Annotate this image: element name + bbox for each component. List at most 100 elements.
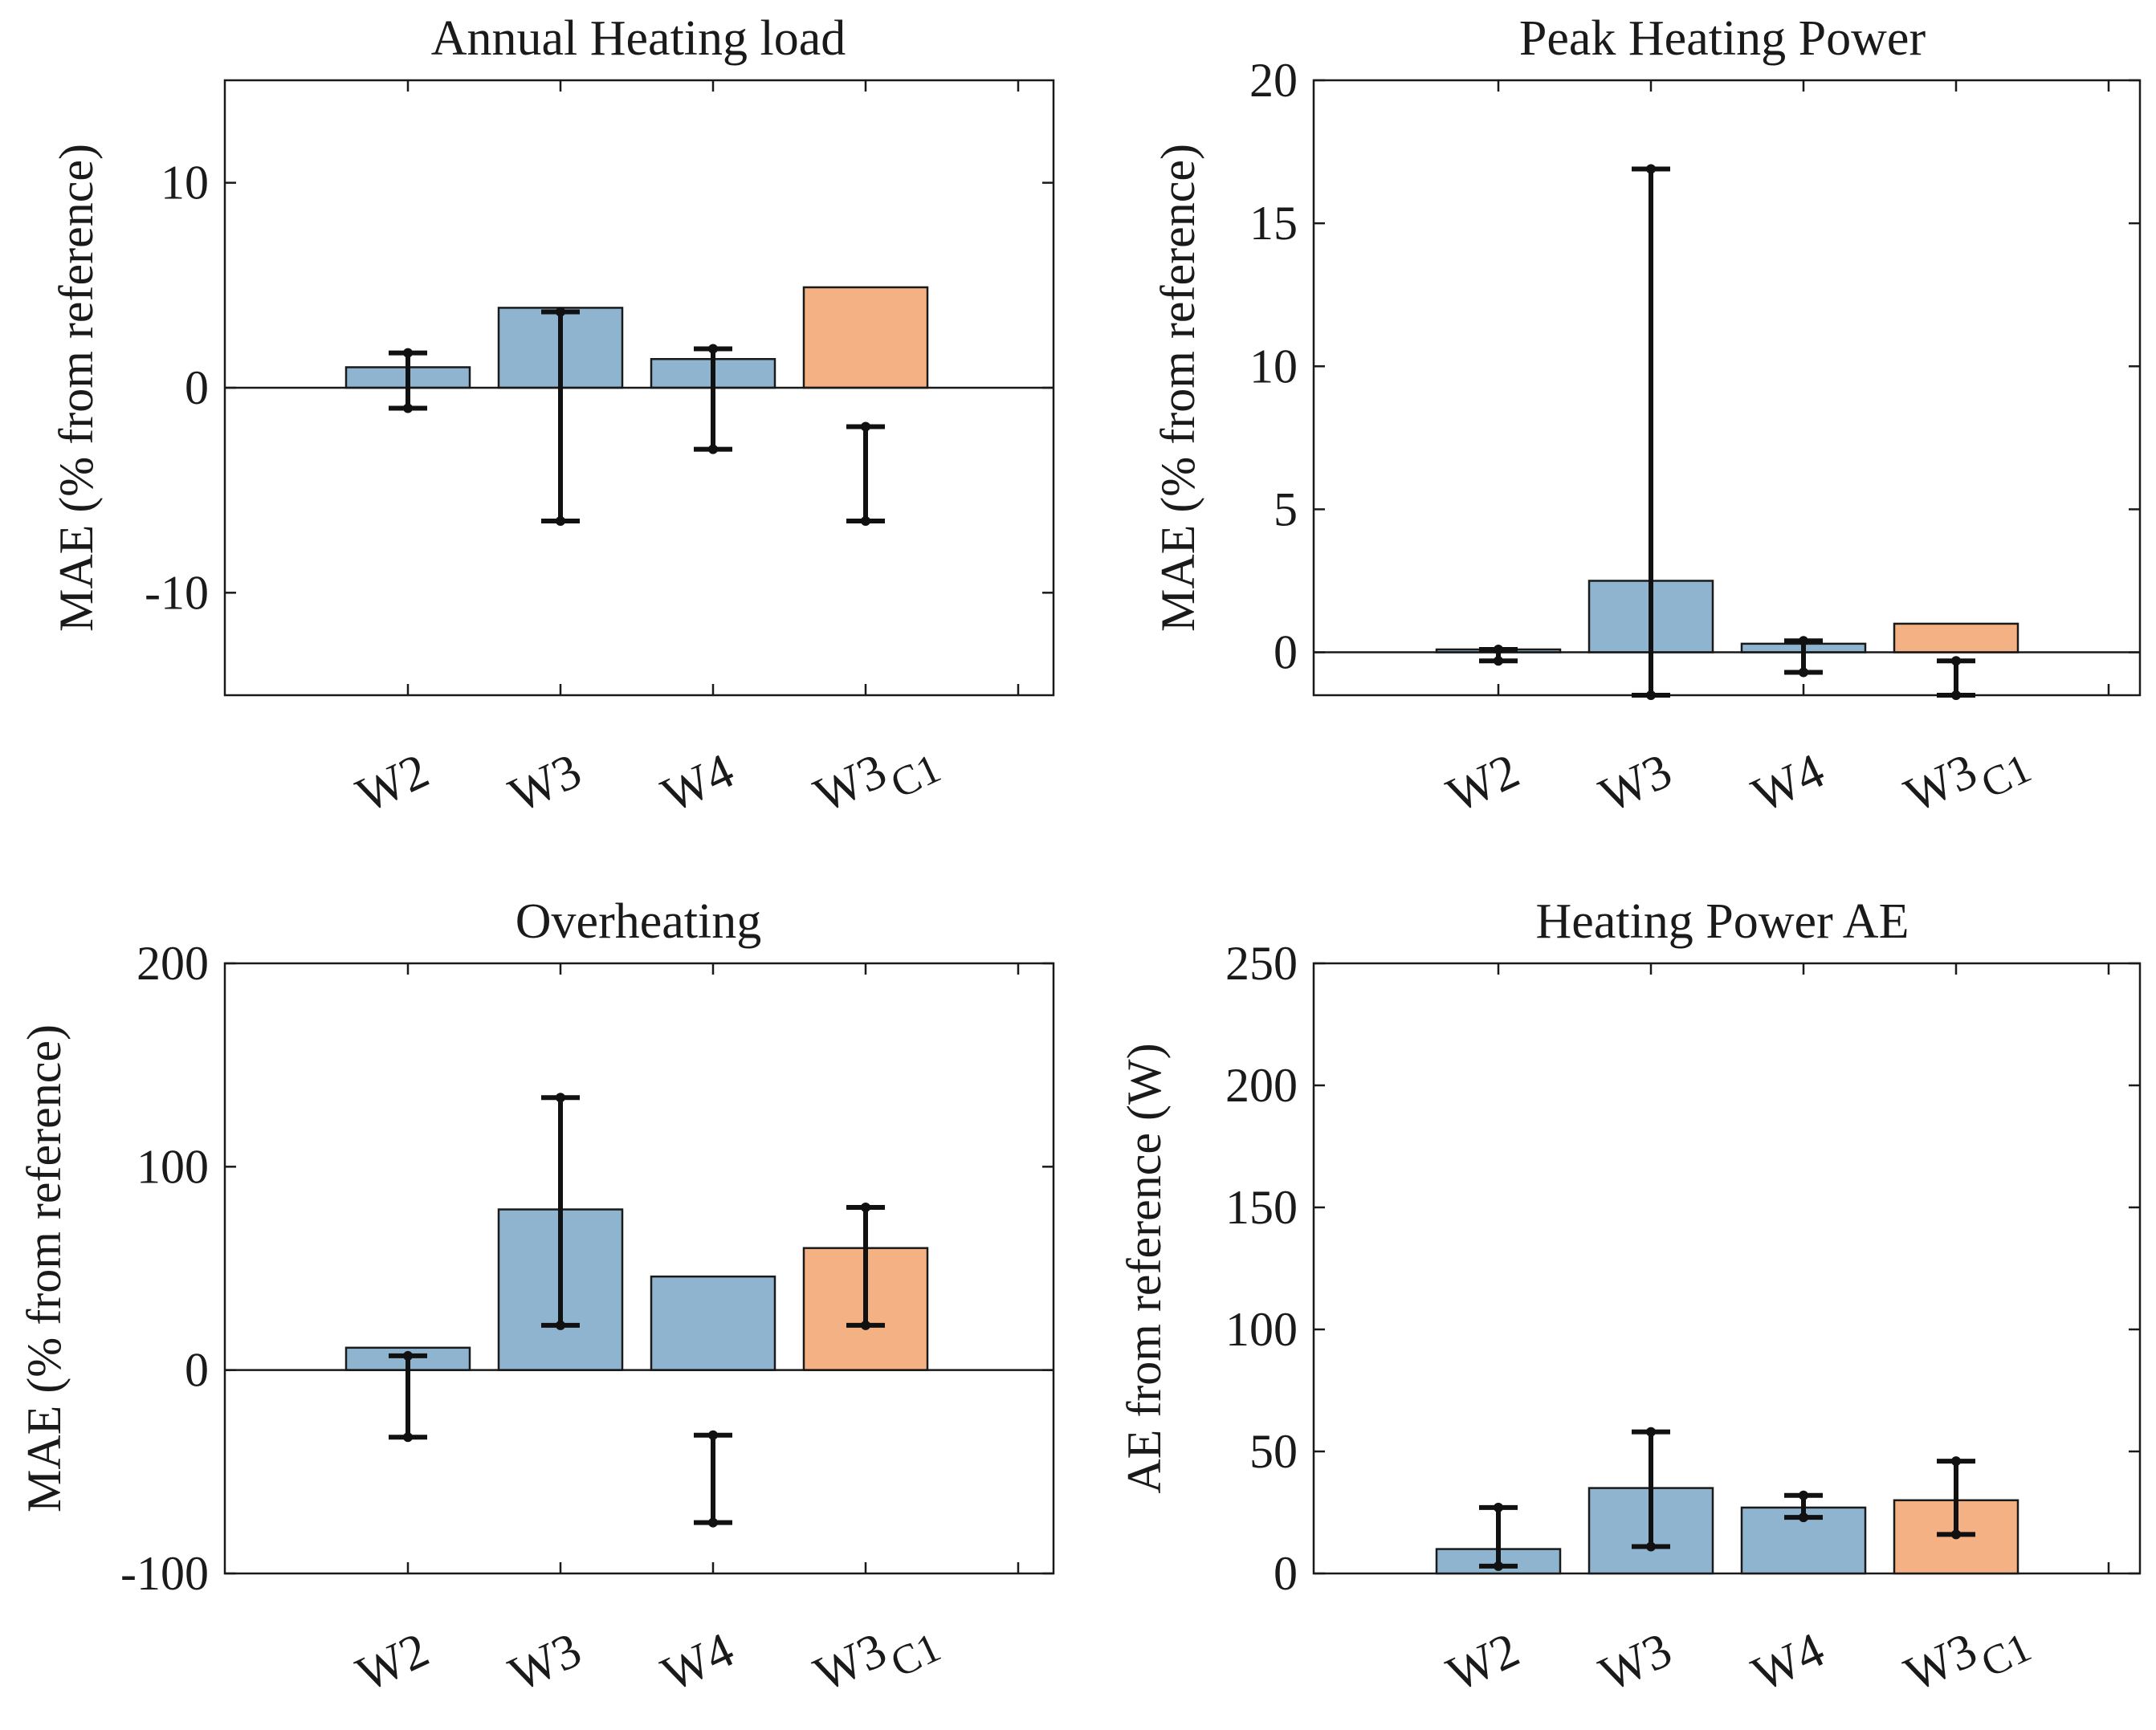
error-bar-dot [556,515,565,526]
error-bar-dot [403,1432,413,1443]
error-bar-dot [1951,1456,1961,1467]
error-bar-dot [861,1320,870,1330]
error-bar [846,421,885,526]
error-bar-dot [1494,1561,1503,1571]
x-tick-label: W4 [1744,1622,1832,1702]
x-tick-label: W3 [501,1622,589,1702]
error-bar [1632,1427,1670,1552]
error-bar [694,344,732,454]
chart-panel-heating-power-ae: Heating Power AE AE from reference (W) 2… [1118,894,2142,1703]
x-tick-label: W4 [654,743,742,823]
error-bar-dot [1799,667,1808,678]
error-bar-dot [403,403,413,413]
error-bar [389,348,427,413]
chart-title: Peak Heating Power [1519,11,1926,66]
error-bar-dot [1646,1427,1656,1437]
error-bar-dot [1799,636,1808,646]
error-bar-dot [403,1350,413,1361]
error-bar [1784,1490,1823,1523]
y-tick-label: 10 [1249,340,1298,393]
error-bar-dot [1494,656,1503,666]
x-tick-label: W3 [1592,743,1680,823]
chart-panel-annual-heating-load: Annual Heating load MAE (% from referenc… [50,11,1055,824]
x-tick-label: W2 [1439,1622,1527,1702]
chart-title: Overheating [516,894,761,949]
x-tick-label: W3 [806,743,895,823]
plot-frame [1312,962,2142,1575]
error-bar [541,307,580,526]
error-bar [1632,164,1670,700]
y-tick-label: 200 [1225,1059,1298,1112]
error-bar [541,1093,580,1330]
y-tick-label: 100 [1225,1303,1298,1356]
y-tick-label: 150 [1225,1181,1298,1234]
x-tick-label-subscript: C1 [884,1625,948,1687]
error-bar-dot [556,1093,565,1103]
error-bar-dot [861,1203,870,1212]
error-bar [1937,656,1975,700]
x-tick-label: W2 [348,743,437,823]
error-bar-dot [1799,1490,1808,1500]
x-tick-label: W3 [501,743,589,823]
x-tick-label: W3 [1897,743,1985,823]
error-bar-dot [1494,1502,1503,1512]
y-tick-label: 200 [137,937,209,990]
error-bar [1937,1456,1975,1540]
error-bar-dot [708,1517,718,1528]
x-tick-label: W3 [1897,1622,1985,1702]
error-bar [1784,636,1823,678]
error-bar-dot [1646,1541,1656,1552]
error-bar [1479,1502,1518,1571]
error-bar-dot [403,348,413,358]
y-tick-label: 0 [185,1344,209,1397]
x-tick-label-subscript: C1 [1975,746,2038,808]
y-tick-label: 15 [1249,197,1298,250]
y-tick-label: 20 [1249,54,1298,107]
y-axis-label: AE from reference (W) [1118,1043,1171,1493]
y-tick-label: -100 [120,1547,209,1600]
chart-panel-peak-heating-power: Peak Heating Power MAE (% from reference… [1151,11,2142,824]
y-tick-label: 50 [1249,1425,1298,1478]
error-bar-dot [708,344,718,354]
bar [650,1275,776,1371]
error-bar [846,1203,885,1330]
bar [1893,622,2019,653]
chart-panel-overheating: Overheating MAE (% from reference) 200 10… [18,894,1055,1703]
error-bar-dot [1951,690,1961,700]
error-bar-dot [1799,1512,1808,1523]
error-bar-dot [1646,690,1656,700]
y-axis-label: MAE (% from reference) [1151,144,1204,632]
y-tick-label: -10 [145,566,209,619]
y-tick-label: 10 [161,157,209,210]
error-bar-dot [861,421,870,432]
x-tick-label-subscript: C1 [1975,1625,2038,1687]
y-tick-label: 0 [185,361,209,414]
error-bar-dot [1951,656,1961,666]
error-bar-dot [1494,644,1503,654]
y-axis-label: MAE (% from reference) [50,144,103,632]
error-bar-dot [556,307,565,317]
x-tick-label: W4 [1744,743,1832,823]
chart-title: Heating Power AE [1536,894,1909,949]
x-tick-label: W2 [348,1622,437,1702]
error-bar-dot [861,515,870,526]
error-bar-dot [1951,1529,1961,1540]
plot-frame [1312,79,2142,697]
y-axis-label: MAE (% from reference) [18,1024,71,1512]
plot-frame [223,962,1055,1575]
error-bar-dot [1646,164,1656,174]
error-bar-dot [556,1320,565,1330]
x-tick-label-subscript: C1 [884,746,948,808]
error-bar [694,1430,732,1528]
x-tick-label: W3 [806,1622,895,1702]
chart-title: Annual Heating load [431,11,846,66]
y-tick-label: 5 [1274,482,1298,535]
y-tick-label: 250 [1225,937,1298,990]
y-tick-label: 0 [1274,1547,1298,1600]
x-tick-label: W3 [1592,1622,1680,1702]
y-tick-label: 0 [1274,626,1298,679]
error-bar [389,1350,427,1443]
bar [802,286,929,389]
x-tick-label: W2 [1439,743,1527,823]
